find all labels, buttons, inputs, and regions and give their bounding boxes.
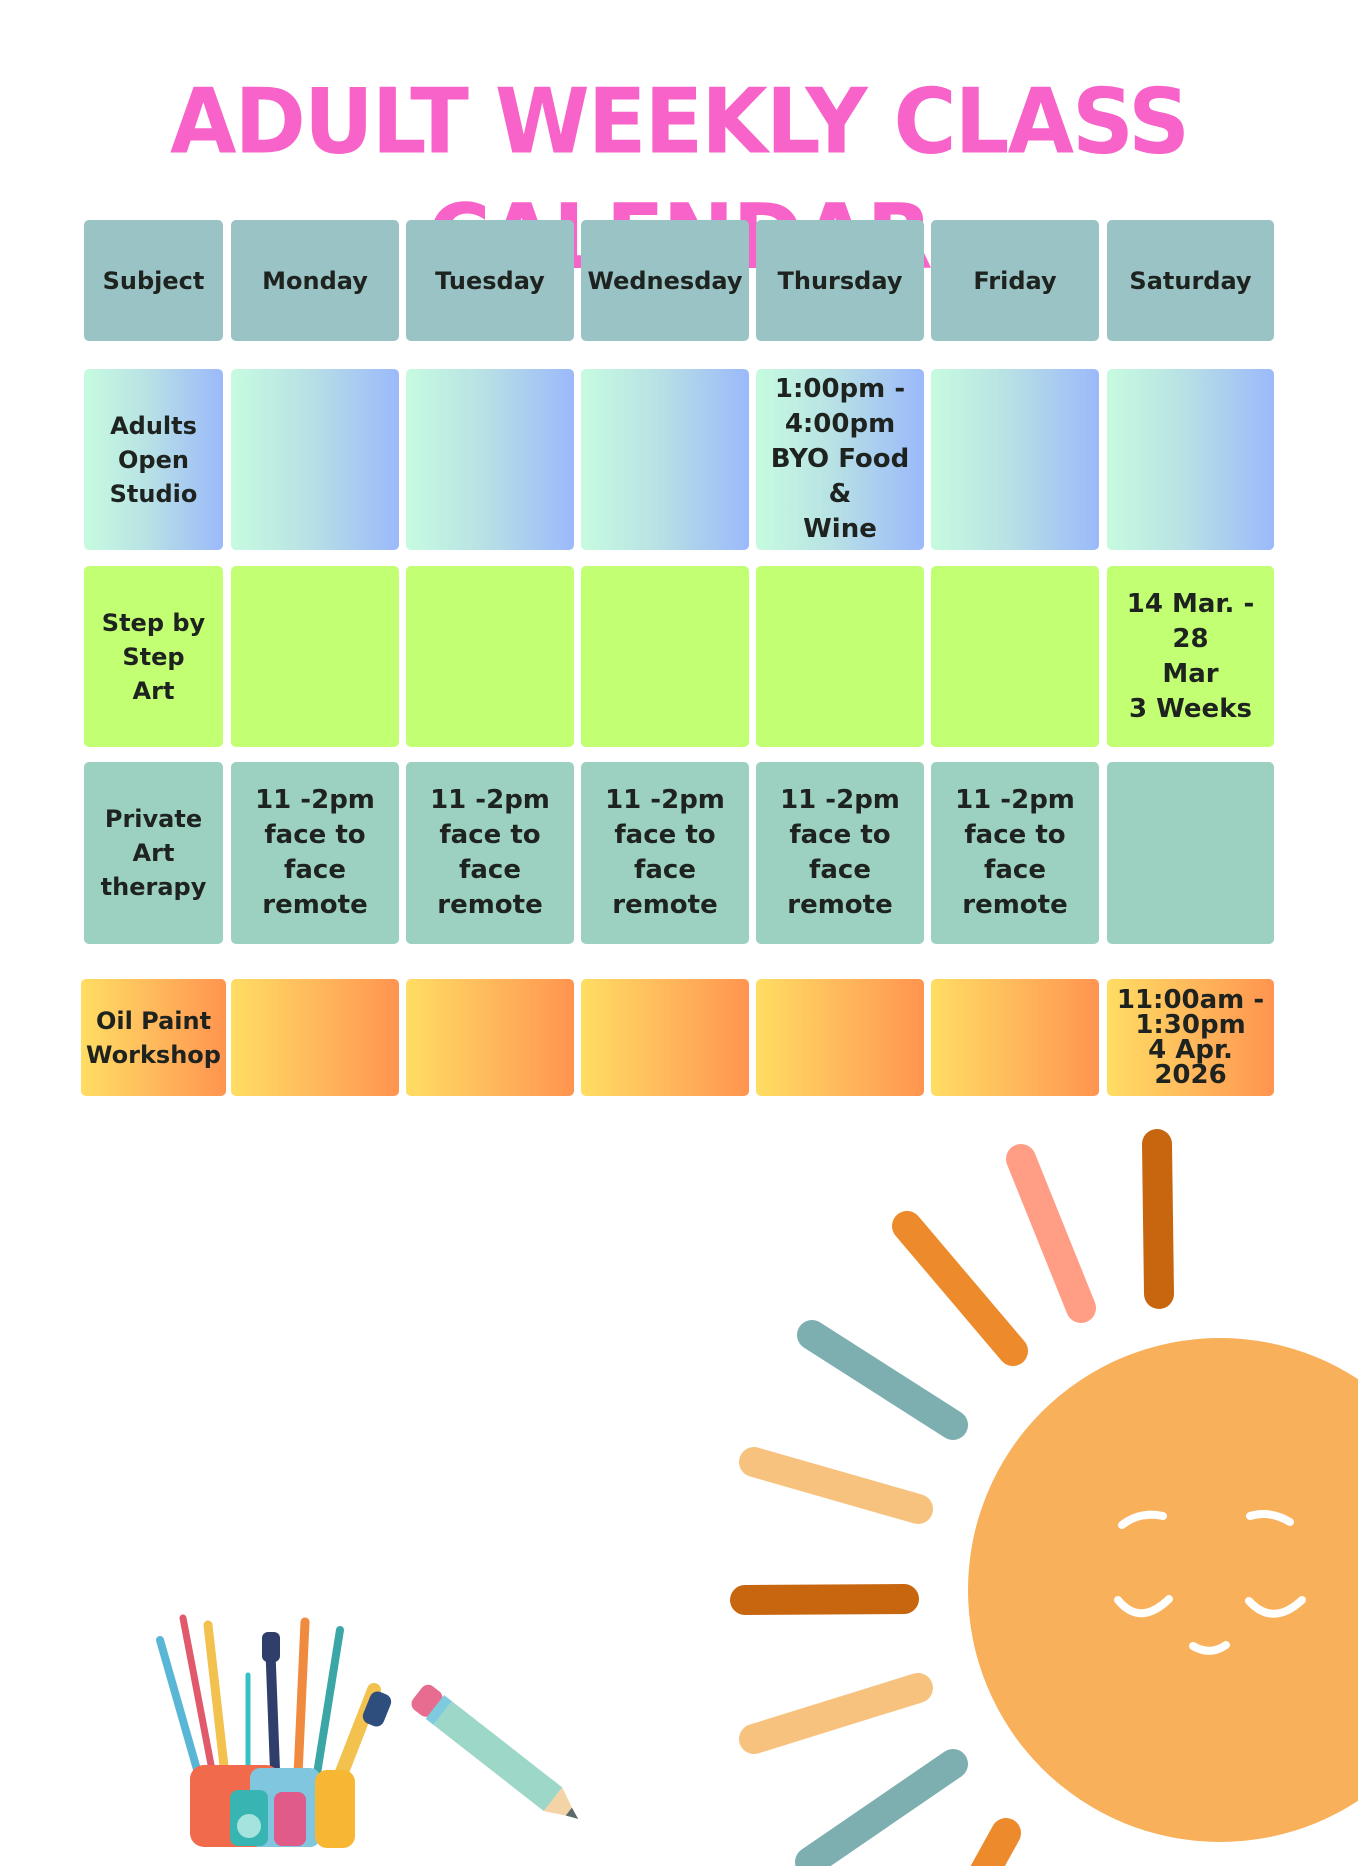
brush: [179, 1614, 216, 1774]
sun-ray: [970, 1818, 1021, 1866]
subject-private-art-therapy: Private Art therapy: [84, 762, 223, 944]
cell-step-wednesday: [581, 566, 749, 747]
cell-therapy-thursday: 11 -2pm face to face remote: [756, 762, 924, 944]
sun-ray: [795, 1749, 968, 1866]
sun-ray: [739, 1447, 933, 1524]
subject-oil-paint-workshop: Oil Paint Workshop: [81, 979, 226, 1096]
paint-bottle-label: [237, 1814, 261, 1838]
cell-open-studio-monday: [231, 369, 399, 550]
brush: [293, 1617, 310, 1780]
paint-bottle: [274, 1792, 306, 1846]
cell-therapy-monday: 11 -2pm face to face remote: [231, 762, 399, 944]
sun-illustration: [730, 1129, 1358, 1866]
cell-therapy-friday: 11 -2pm face to face remote: [931, 762, 1099, 944]
paint-bottle: [315, 1770, 355, 1848]
brush-head: [362, 1691, 392, 1727]
pencil-lead: [565, 1807, 579, 1819]
sun-face: [968, 1338, 1358, 1842]
sun-ray: [1142, 1129, 1174, 1309]
pencil-tip: [543, 1787, 577, 1818]
sun-eye-closed: [1114, 1595, 1173, 1618]
header-wednesday: Wednesday: [581, 220, 749, 341]
subject-adults-open-studio: Adults Open Studio: [84, 369, 223, 550]
cell-oil-friday: [931, 979, 1099, 1096]
header-saturday: Saturday: [1107, 220, 1274, 341]
cell-open-studio-thursday: 1:00pm - 4:00pm BYO Food & Wine: [756, 369, 924, 550]
sun-eyebrow: [1118, 1510, 1167, 1529]
pencil-illustration: [411, 1684, 579, 1819]
header-subject: Subject: [84, 220, 223, 341]
sun-ray: [1006, 1144, 1096, 1323]
cell-oil-thursday: [756, 979, 924, 1096]
header-thursday: Thursday: [756, 220, 924, 341]
paint-brush-cup-illustration: [156, 1614, 392, 1848]
cell-oil-saturday: 11:00am - 1:30pm 4 Apr. 2026: [1107, 979, 1274, 1096]
sun-mouth: [1189, 1641, 1230, 1655]
sun-ray: [797, 1320, 968, 1440]
header-monday: Monday: [231, 220, 399, 341]
sun-ray: [739, 1673, 933, 1754]
pencil-body: [433, 1701, 563, 1812]
cell-oil-monday: [231, 979, 399, 1096]
cell-therapy-saturday: [1107, 762, 1274, 944]
sun-ray: [892, 1211, 1028, 1366]
cell-open-studio-saturday: [1107, 369, 1274, 550]
cell-therapy-tuesday: 11 -2pm face to face remote: [406, 762, 574, 944]
cell-oil-wednesday: [581, 979, 749, 1096]
cell-step-thursday: [756, 566, 924, 747]
cell-open-studio-wednesday: [581, 369, 749, 550]
cell-therapy-wednesday: 11 -2pm face to face remote: [581, 762, 749, 944]
brush-head: [262, 1632, 280, 1662]
brush: [203, 1620, 230, 1780]
cell-step-tuesday: [406, 566, 574, 747]
cell-step-saturday: 14 Mar. - 28 Mar 3 Weeks: [1107, 566, 1274, 747]
brush: [156, 1636, 204, 1784]
cell-open-studio-friday: [931, 369, 1099, 550]
cell-step-monday: [231, 566, 399, 747]
sun-ray: [730, 1584, 919, 1615]
header-friday: Friday: [931, 220, 1099, 341]
subject-step-by-step-art: Step by Step Art: [84, 566, 223, 747]
pencil-band: [425, 1695, 452, 1725]
cell-oil-tuesday: [406, 979, 574, 1096]
sun-eye-closed: [1245, 1596, 1306, 1618]
sun-eyebrow: [1246, 1510, 1294, 1526]
brush: [312, 1626, 344, 1784]
cell-step-friday: [931, 566, 1099, 747]
header-tuesday: Tuesday: [406, 220, 574, 341]
cell-open-studio-tuesday: [406, 369, 574, 550]
